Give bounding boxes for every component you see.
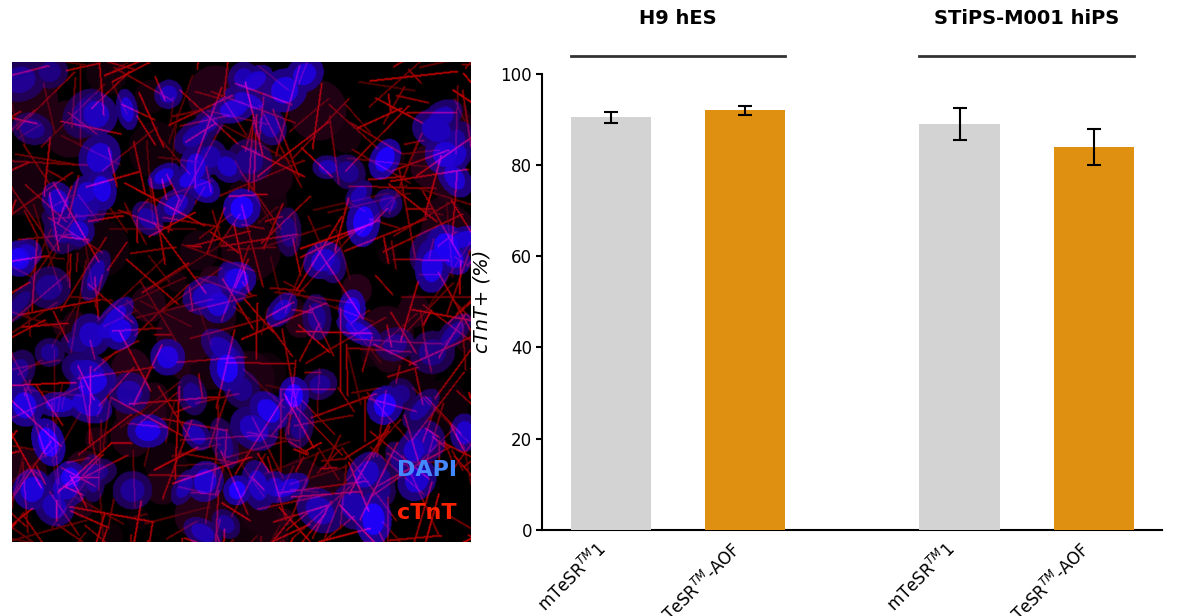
Text: STiPS-M001 hiPS: STiPS-M001 hiPS [935,9,1119,28]
Y-axis label: cTnT+ (%): cTnT+ (%) [473,250,492,354]
Bar [571,117,651,530]
Text: DAPI: DAPI [397,460,457,480]
Bar [704,110,786,530]
Bar [919,124,1000,530]
Bar [1054,147,1134,530]
Text: H9 hES: H9 hES [639,9,716,28]
Text: cTnT: cTnT [397,503,457,523]
